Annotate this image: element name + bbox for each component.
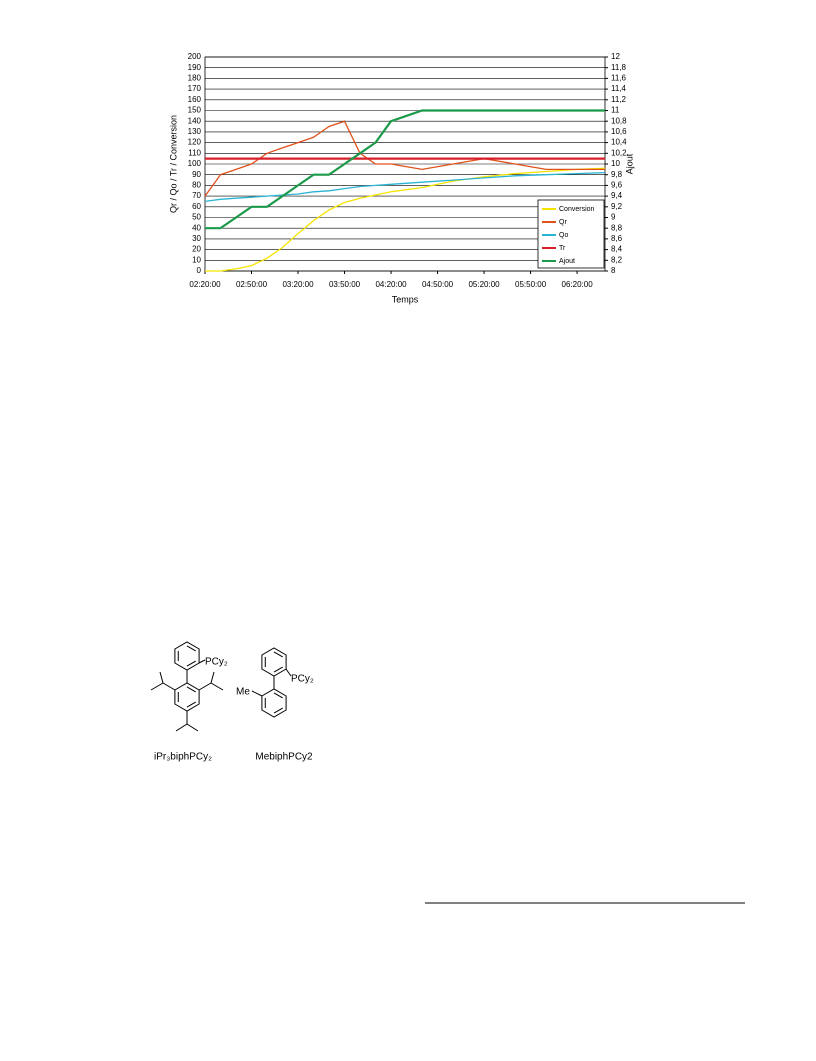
y-tick-label: 90 xyxy=(192,170,201,179)
x-tick-label: 05:50:00 xyxy=(515,280,547,289)
y-tick-label: 70 xyxy=(192,191,201,200)
y-tick-label: 180 xyxy=(188,74,202,83)
bond xyxy=(186,645,196,652)
series-line xyxy=(204,171,606,203)
x-tick-label: 03:20:00 xyxy=(282,280,314,289)
y2-tick-label: 11,2 xyxy=(611,95,627,104)
bond xyxy=(273,651,283,658)
y-tick-label: 170 xyxy=(188,84,202,93)
bond xyxy=(186,686,196,693)
bond xyxy=(186,701,196,708)
y-tick-label: 140 xyxy=(188,116,202,125)
structures xyxy=(150,641,292,732)
y-tick-label: 100 xyxy=(188,159,202,168)
bond xyxy=(210,682,224,691)
y-tick-label: 50 xyxy=(192,213,201,222)
bond xyxy=(198,659,206,664)
y-tick-label: 80 xyxy=(192,181,201,190)
y-tick-label: 30 xyxy=(192,234,201,243)
bond xyxy=(251,690,263,697)
y-tick-label: 200 xyxy=(188,52,202,61)
y2-tick-label: 11,8 xyxy=(611,63,627,72)
bond xyxy=(175,723,188,732)
y-tick-label: 20 xyxy=(192,245,201,254)
y2-tick-label: 11 xyxy=(611,106,620,115)
y2-tick-label: 9,2 xyxy=(611,202,623,211)
x-tick-label: 05:20:00 xyxy=(468,280,500,289)
legend-label: Qo xyxy=(559,232,568,239)
y2-tick-label: 9,6 xyxy=(611,181,623,190)
y2-tick-label: 8 xyxy=(611,266,616,275)
y2-tick-label: 8,4 xyxy=(611,245,623,254)
bond xyxy=(159,671,164,684)
y-tick-label: 40 xyxy=(192,223,201,232)
y2-tick-label: 8,2 xyxy=(611,255,623,264)
bond xyxy=(210,671,215,684)
y2-tick-label: 10,2 xyxy=(611,148,627,157)
substituent: PCy₂ xyxy=(291,674,314,685)
y-tick-label: 120 xyxy=(188,138,202,147)
y-tick-label: 110 xyxy=(188,148,201,157)
y2-tick-label: 9,8 xyxy=(611,170,623,179)
bond xyxy=(273,666,283,673)
bond xyxy=(285,668,292,677)
y-axis-label: Qr / Qo / Tr / Conversion xyxy=(168,115,178,213)
legend-label: Tr xyxy=(559,245,566,252)
x-tick-label: 04:50:00 xyxy=(422,280,454,289)
series-line xyxy=(204,120,605,197)
legend-label: Conversion xyxy=(559,206,595,213)
x-axis-label: Temps xyxy=(392,294,419,304)
x-tick-label: 02:20:00 xyxy=(189,280,221,289)
x-tick-label: 02:50:00 xyxy=(236,280,268,289)
bond xyxy=(273,707,283,714)
substituent: Me xyxy=(236,687,250,698)
bond xyxy=(150,682,164,691)
x-tick-label: 04:20:00 xyxy=(375,280,407,289)
y-tick-label: 60 xyxy=(192,202,201,211)
y-tick-label: 160 xyxy=(188,95,202,104)
y2-tick-label: 10 xyxy=(611,159,620,168)
y2-tick-label: 9 xyxy=(611,213,616,222)
y-tick-label: 10 xyxy=(192,255,201,264)
y2-tick-label: 8,8 xyxy=(611,223,623,232)
bond xyxy=(186,660,196,667)
bond xyxy=(186,723,199,732)
y-tick-label: 0 xyxy=(197,266,202,275)
series-line xyxy=(205,167,606,272)
y2-axis-label: Ajout xyxy=(624,153,634,174)
y2-tick-label: 12 xyxy=(611,52,620,61)
legend-label: Qr xyxy=(559,219,567,226)
y-tick-label: 130 xyxy=(188,127,202,136)
x-tick-label: 06:20:00 xyxy=(562,280,594,289)
legend-label: Ajout xyxy=(559,258,575,265)
series-line xyxy=(205,109,605,230)
structure-label: MebiphPCy2 xyxy=(255,752,313,763)
y2-tick-label: 10,4 xyxy=(611,138,627,147)
bond xyxy=(162,682,176,691)
y2-tick-label: 11,4 xyxy=(611,84,627,93)
x-tick-label: 03:50:00 xyxy=(329,280,361,289)
bond xyxy=(273,692,283,699)
structure-label: iPr₃biphPCy₂ xyxy=(154,752,212,763)
y2-tick-label: 9,4 xyxy=(611,191,623,200)
y2-tick-label: 10,8 xyxy=(611,116,627,125)
y2-tick-label: 11,6 xyxy=(611,74,627,83)
y2-tick-label: 8,6 xyxy=(611,234,623,243)
bond xyxy=(198,682,212,691)
y-tick-label: 190 xyxy=(188,63,202,72)
y-tick-label: 150 xyxy=(188,106,202,115)
substituent: PCy₂ xyxy=(205,657,228,668)
y2-tick-label: 10,6 xyxy=(611,127,627,136)
